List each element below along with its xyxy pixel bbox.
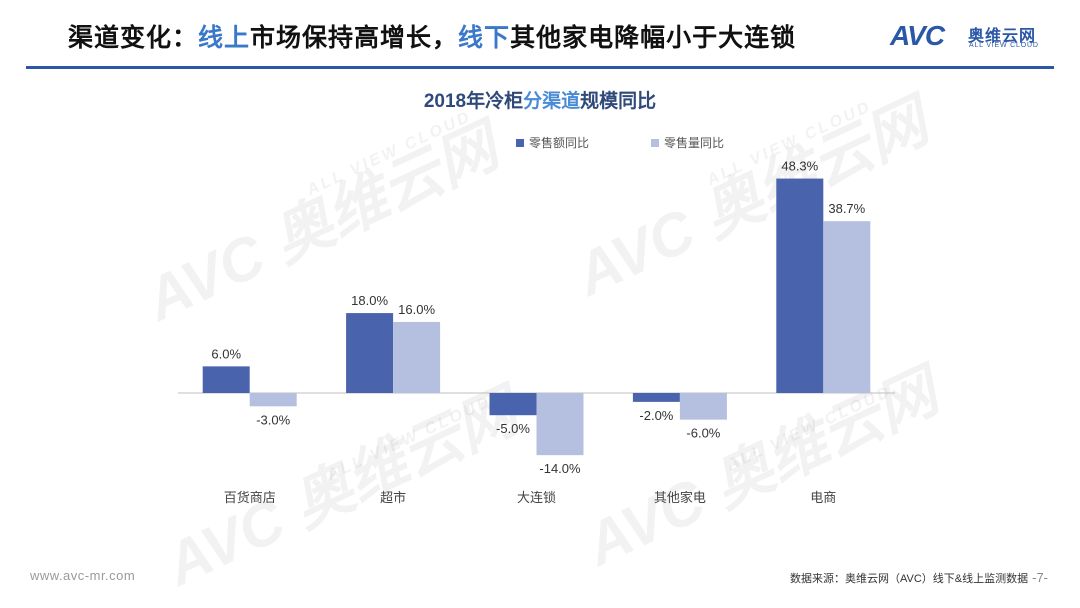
page-title: 渠道变化：线上市场保持高增长，线下其他家电降幅小于大连锁	[68, 18, 796, 54]
data-label: 38.7%	[828, 201, 865, 216]
x-tick-label: 其他家电	[654, 490, 706, 505]
logo-name-en: ALL VIEW CLOUD	[969, 42, 1039, 49]
avc-logo: AVC 奥维云网 ALL VIEW CLOUD	[890, 20, 1060, 56]
bar-sales-value	[346, 313, 394, 393]
header-divider	[26, 66, 1054, 69]
logo-name-cn: 奥维云网	[968, 28, 1037, 45]
logo-mark: AVC	[890, 20, 945, 51]
header: 渠道变化：线上市场保持高增长，线下其他家电降幅小于大连锁 AVC 奥维云网 AL…	[0, 0, 1080, 69]
bar-sales-value	[489, 393, 537, 416]
data-label: 6.0%	[211, 346, 241, 361]
chart-title-text: 2018年冷柜	[423, 91, 524, 112]
x-tick-label: 超市	[380, 490, 406, 505]
title-text: 其他家电降幅小于大连锁	[510, 24, 797, 52]
data-label: -6.0%	[686, 426, 720, 441]
chart-title-text: 规模同比	[580, 91, 657, 112]
title-text: 渠道变化：	[68, 24, 199, 52]
title-text: 市场保持高增长，	[250, 24, 459, 52]
data-label: 16.0%	[398, 302, 435, 317]
chart-title: 2018年冷柜分渠道规模同比	[0, 86, 1080, 113]
data-label: -5.0%	[496, 421, 530, 436]
data-label: 18.0%	[351, 293, 388, 308]
title-highlight-offline: 线下	[458, 24, 511, 52]
legend-label: 零售额同比	[529, 135, 589, 150]
bar-sales-volume	[393, 321, 441, 393]
x-tick-label: 大连锁	[517, 490, 556, 505]
x-tick-label: 电商	[810, 490, 836, 505]
data-label: 48.3%	[781, 159, 818, 174]
data-label: -3.0%	[256, 412, 290, 427]
bar-sales-value	[776, 178, 824, 393]
footer-website: www.avc-mr.com	[30, 568, 136, 583]
bar-sales-volume	[679, 393, 727, 420]
bar-sales-volume	[536, 393, 584, 456]
page-number: -7-	[1032, 570, 1048, 585]
footer-source: 数据来源：奥维云网（AVC）线下&线上监测数据 -7-	[790, 570, 1048, 586]
bar-sales-volume	[249, 393, 297, 407]
legend-swatch	[651, 139, 659, 147]
bar-sales-value	[202, 366, 250, 393]
legend-swatch	[516, 139, 524, 147]
legend-label: 零售量同比	[664, 135, 724, 150]
title-highlight-online: 线上	[198, 24, 251, 52]
data-label: -2.0%	[639, 408, 673, 423]
data-label: -14.0%	[539, 461, 581, 476]
data-source-text: 数据来源：奥维云网（AVC）线下&线上监测数据	[789, 573, 1029, 585]
bar-sales-volume	[823, 221, 871, 393]
chart-title-highlight: 分渠道	[523, 91, 581, 112]
bar-sales-value	[632, 393, 680, 402]
x-tick-label: 百货商店	[224, 490, 276, 505]
